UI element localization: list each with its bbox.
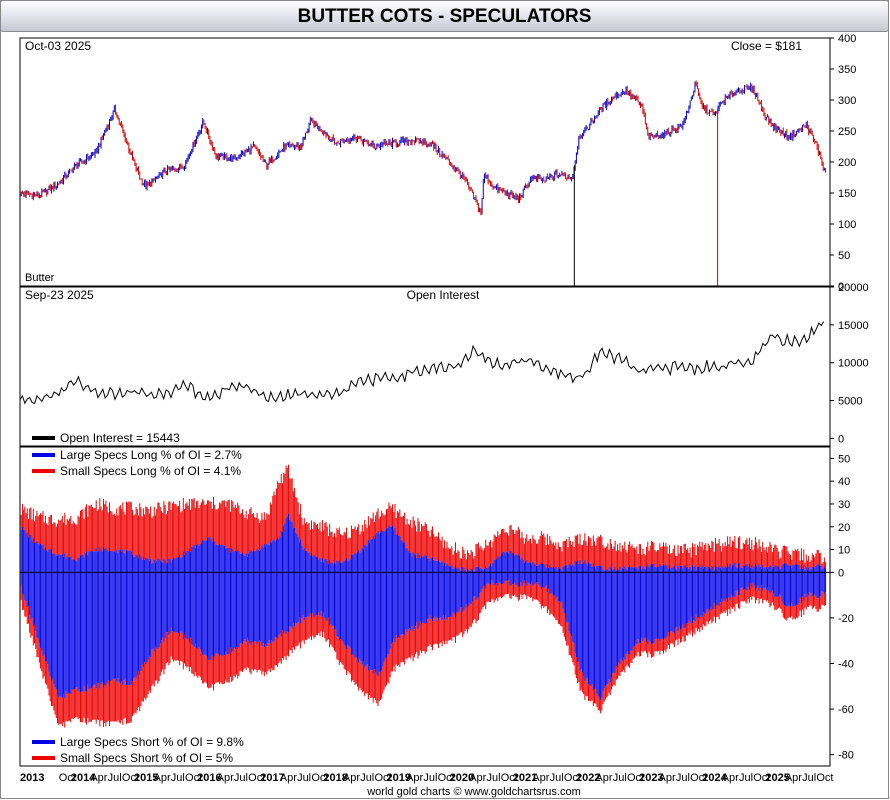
x-year-label: 2015 <box>134 772 158 784</box>
y-tick-label: -40 <box>838 658 854 670</box>
x-month-label: Jul <box>108 772 122 784</box>
x-month-label: Apr <box>90 772 107 784</box>
specs-legend-label: Large Specs Short % of OI = 9.8% <box>60 735 244 749</box>
y-tick-label: 400 <box>838 33 856 45</box>
x-month-label: Jul <box>676 772 690 784</box>
x-month-label: Jul <box>486 772 500 784</box>
x-year-label: 2017 <box>260 772 284 784</box>
x-month-label: Oct <box>627 772 644 784</box>
y-tick-label: 350 <box>838 64 856 76</box>
y-tick-label: 300 <box>838 95 856 107</box>
x-year-label: 2024 <box>702 772 727 784</box>
price-close-label: Close = $181 <box>731 39 802 53</box>
x-month-label: Jul <box>171 772 185 784</box>
open-interest-line <box>19 321 825 405</box>
y-tick-label: 150 <box>838 188 856 200</box>
x-month-label: Oct <box>438 772 455 784</box>
x-month-label: Jul <box>802 772 816 784</box>
x-month-label: Apr <box>722 772 739 784</box>
x-month-label: Apr <box>153 772 170 784</box>
x-year-label: 2016 <box>197 772 221 784</box>
x-month-label: Oct <box>690 772 707 784</box>
x-month-label: Jul <box>739 772 753 784</box>
x-month-label: Oct <box>311 772 328 784</box>
x-month-label: Jul <box>423 772 437 784</box>
x-month-label: Jul <box>234 772 248 784</box>
y-tick-label: 0 <box>838 567 844 579</box>
x-month-label: Oct <box>248 772 265 784</box>
x-month-label: Apr <box>280 772 297 784</box>
x-year-label: 2025 <box>765 772 789 784</box>
specs-legend-label: Small Specs Long % of OI = 4.1% <box>60 464 241 478</box>
y-tick-label: 50 <box>838 250 850 262</box>
y-tick-label: 10 <box>838 545 850 557</box>
y-tick-label: 50 <box>838 453 850 465</box>
x-month-label: Apr <box>469 772 486 784</box>
open-interest-panel <box>19 321 825 405</box>
axes: 0501001502002503003504000500010000150002… <box>19 33 869 767</box>
x-month-label: Oct <box>816 772 833 784</box>
specs-legend-label: Small Specs Short % of OI = 5% <box>60 751 233 765</box>
x-month-label: Jul <box>613 772 627 784</box>
y-tick-label: 10000 <box>838 358 869 370</box>
x-year-label: 2021 <box>513 772 537 784</box>
oi-title: Open Interest <box>407 288 480 302</box>
x-month-label: Jul <box>297 772 311 784</box>
y-tick-label: -80 <box>838 750 854 762</box>
y-tick-label: -20 <box>838 613 854 625</box>
x-month-label: Apr <box>595 772 612 784</box>
x-month-label: Apr <box>532 772 549 784</box>
y-tick-label: 30 <box>838 499 850 511</box>
x-year-label: 2018 <box>323 772 347 784</box>
panels <box>20 38 830 766</box>
panel-bg-1 <box>20 38 830 286</box>
x-month-label: Oct <box>122 772 139 784</box>
chart-title: BUTTER COTS - SPECULATORS <box>0 0 889 32</box>
y-tick-label: 0 <box>838 281 844 293</box>
price-date-label: Oct-03 2025 <box>25 39 91 53</box>
price-corner-label: Butter <box>25 272 55 284</box>
x-year-label: 2019 <box>387 772 411 784</box>
x-month-label: Apr <box>659 772 676 784</box>
x-year-label: 2023 <box>639 772 663 784</box>
x-month-label: Apr <box>406 772 423 784</box>
speculators-panel <box>19 464 830 728</box>
x-month-label: Jul <box>550 772 564 784</box>
price-panel <box>19 80 827 286</box>
x-year-label: 2020 <box>450 772 474 784</box>
x-month-label: Oct <box>59 772 76 784</box>
x-year-label: 2022 <box>576 772 600 784</box>
y-tick-label: 20 <box>838 522 850 534</box>
x-month-label: Oct <box>501 772 518 784</box>
y-tick-label: 20000 <box>838 282 869 294</box>
oi-date-label: Sep-23 2025 <box>25 288 94 302</box>
x-year-label: 2013 <box>20 772 44 784</box>
oi-legend-label: Open Interest = 15443 <box>60 431 180 445</box>
x-month-label: Oct <box>374 772 391 784</box>
x-month-label: Apr <box>785 772 802 784</box>
y-tick-label: 15000 <box>838 320 869 332</box>
y-tick-label: 40 <box>838 476 850 488</box>
footer-credit: world gold charts © www.goldchartsrus.co… <box>366 786 581 798</box>
specs-legend-label: Large Specs Long % of OI = 2.7% <box>60 448 242 462</box>
y-tick-label: 250 <box>838 126 856 138</box>
x-month-label: Apr <box>217 772 234 784</box>
y-tick-label: 5000 <box>838 396 862 408</box>
x-year-label: 2014 <box>71 772 96 784</box>
x-month-label: Apr <box>343 772 360 784</box>
x-month-label: Jul <box>360 772 374 784</box>
labels: Oct-03 2025 Close = $181 Butter Sep-23 2025… <box>20 39 834 798</box>
y-tick-label: -60 <box>838 704 854 716</box>
x-month-label: Oct <box>564 772 581 784</box>
y-tick-label: 200 <box>838 157 856 169</box>
x-month-label: Oct <box>185 772 202 784</box>
y-tick-label: 100 <box>838 219 856 231</box>
y-tick-label: 0 <box>838 433 844 445</box>
x-month-label: Oct <box>753 772 770 784</box>
